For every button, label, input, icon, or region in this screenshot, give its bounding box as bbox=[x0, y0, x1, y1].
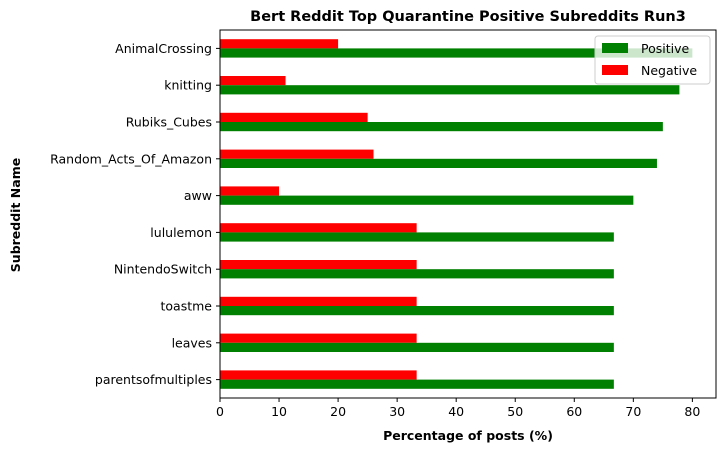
y-tick-label: lululemon bbox=[150, 225, 212, 240]
y-axis-label: Subreddit Name bbox=[8, 158, 23, 272]
bar-positive-parentsofmultiples bbox=[220, 379, 614, 389]
bar-negative-Rubiks_Cubes bbox=[220, 112, 368, 122]
legend-swatch-negative bbox=[602, 65, 628, 75]
bar-positive-knitting bbox=[220, 85, 680, 95]
legend-label-positive: Positive bbox=[641, 41, 689, 56]
legend-swatch-positive bbox=[602, 43, 628, 53]
x-tick-label: 60 bbox=[566, 404, 582, 419]
bar-positive-aww bbox=[220, 195, 634, 205]
bar-positive-AnimalCrossing bbox=[220, 48, 693, 58]
y-tick-label: AnimalCrossing bbox=[115, 41, 212, 56]
x-tick-label: 0 bbox=[216, 404, 224, 419]
x-tick-label: 10 bbox=[271, 404, 287, 419]
y-ticks-group: AnimalCrossing knitting Rubiks_Cubes Random… bbox=[50, 41, 220, 387]
bar-negative-leaves bbox=[220, 333, 417, 343]
x-axis-label: Percentage of posts (%) bbox=[383, 428, 553, 443]
bar-negative-toastme bbox=[220, 296, 417, 306]
bar-negative-aww bbox=[220, 186, 280, 196]
bar-positive-NintendoSwitch bbox=[220, 269, 614, 279]
y-tick-label: aww bbox=[184, 188, 212, 203]
bar-positive-leaves bbox=[220, 342, 614, 352]
x-tick-label: 20 bbox=[330, 404, 346, 419]
bar-negative-lululemon bbox=[220, 223, 417, 233]
bar-positive-toastme bbox=[220, 306, 614, 316]
y-tick-label: parentsofmultiples bbox=[95, 372, 212, 387]
bar-negative-parentsofmultiples bbox=[220, 370, 417, 380]
bar-positive-lululemon bbox=[220, 232, 614, 242]
bar-negative-NintendoSwitch bbox=[220, 260, 417, 270]
bar-negative-knitting bbox=[220, 76, 286, 86]
x-tick-label: 40 bbox=[448, 404, 464, 419]
y-tick-label: leaves bbox=[172, 335, 212, 350]
x-tick-label: 30 bbox=[389, 404, 405, 419]
y-tick-label: Rubiks_Cubes bbox=[126, 115, 212, 130]
x-tick-label: 70 bbox=[625, 404, 641, 419]
y-tick-label: toastme bbox=[161, 299, 213, 314]
legend-label-negative: Negative bbox=[641, 63, 697, 78]
bar-positive-Random_Acts_Of_Amazon bbox=[220, 158, 657, 168]
x-tick-label: 50 bbox=[507, 404, 523, 419]
x-tick-label: 80 bbox=[684, 404, 700, 419]
legend: Positive Negative bbox=[594, 35, 711, 85]
y-tick-label: Random_Acts_Of_Amazon bbox=[50, 151, 212, 166]
x-ticks-group: 0 10 20 30 40 50 60 70 80 bbox=[216, 398, 700, 419]
chart-title: Bert Reddit Top Quarantine Positive Subr… bbox=[250, 9, 686, 25]
bars-group bbox=[220, 39, 693, 389]
y-tick-label: NintendoSwitch bbox=[114, 262, 212, 277]
plot-frame bbox=[219, 29, 717, 399]
bar-negative-AnimalCrossing bbox=[220, 39, 339, 49]
y-tick-label: knitting bbox=[164, 78, 212, 93]
bar-negative-Random_Acts_Of_Amazon bbox=[220, 149, 374, 159]
bar-positive-Rubiks_Cubes bbox=[220, 122, 663, 132]
